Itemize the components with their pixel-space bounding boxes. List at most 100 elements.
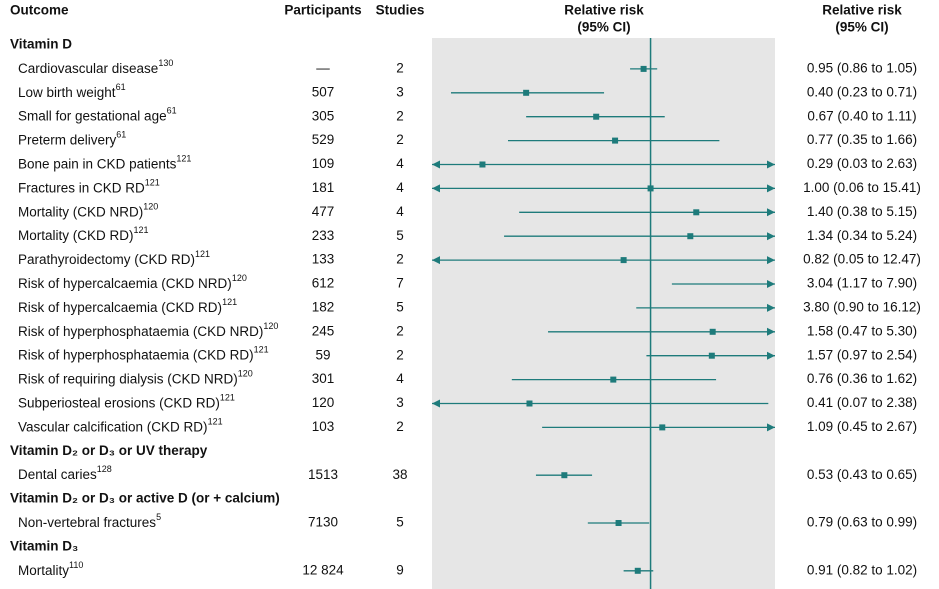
reference-number: 61 <box>116 130 126 140</box>
studies: 5 <box>396 228 404 243</box>
point-estimate <box>615 520 622 526</box>
participants: 612 <box>312 276 335 291</box>
arrow-right <box>767 232 775 241</box>
outcome-name: Risk of hyperphosphataemia (CKD NRD) <box>18 323 263 338</box>
ci-label: 1.34 (0.34 to 5.24) <box>807 228 917 243</box>
outcome-name: Mortality (CKD NRD) <box>18 204 143 219</box>
reference-number: 130 <box>158 58 173 68</box>
arrow-right <box>767 208 775 217</box>
point-estimate <box>523 89 530 96</box>
participants: 12 824 <box>302 562 344 577</box>
studies: 2 <box>396 323 404 338</box>
outcome-name: Preterm delivery <box>18 132 117 147</box>
studies: 2 <box>396 252 404 267</box>
studies: 2 <box>396 108 404 123</box>
reference-number: 121 <box>254 345 269 355</box>
outcome-label: Risk of hyperphosphataemia (CKD NRD)120 <box>18 321 278 338</box>
outcome-label: Fractures in CKD RD121 <box>18 178 160 195</box>
studies: 4 <box>396 204 404 219</box>
outcome-label: Mortality (CKD NRD)120 <box>18 202 158 219</box>
arrow-right <box>767 256 775 265</box>
studies: 2 <box>396 347 404 362</box>
reference-number: 120 <box>232 273 247 283</box>
arrow-right <box>767 184 775 193</box>
ci-label: 1.00 (0.06 to 15.41) <box>803 180 921 195</box>
participants: 301 <box>312 371 335 386</box>
reference-number: 120 <box>238 369 253 379</box>
arrow-right <box>767 280 775 288</box>
outcome-name: Non-vertebral fractures <box>18 515 156 530</box>
ci-header: (95% CI) <box>835 20 888 35</box>
studies: 7 <box>396 276 404 291</box>
outcome-name: Risk of hypercalcaemia (CKD NRD) <box>18 276 232 291</box>
group-title: Vitamin D <box>10 37 72 52</box>
point-estimate <box>659 424 666 431</box>
reference-number: 121 <box>222 297 237 307</box>
reference-number: 128 <box>97 465 112 475</box>
point-estimate <box>634 567 641 574</box>
ci-label: 1.58 (0.47 to 5.30) <box>807 323 917 338</box>
outcome-label: Non-vertebral fractures5 <box>18 512 161 529</box>
ci-label: 0.29 (0.03 to 2.63) <box>807 156 917 171</box>
outcome-name: Subperiosteal erosions (CKD RD) <box>18 395 220 410</box>
outcome-name: Cardiovascular disease <box>18 60 158 75</box>
reference-number: 61 <box>167 106 177 116</box>
participants: 305 <box>312 108 335 123</box>
outcome-label: Parathyroidectomy (CKD RD)121 <box>18 249 210 266</box>
outcome-name: Risk of hypercalcaemia (CKD RD) <box>18 299 222 314</box>
arrow-right <box>767 327 775 336</box>
outcome-name: Mortality (CKD RD) <box>18 228 134 243</box>
point-estimate <box>687 233 694 240</box>
ci-label: 3.80 (0.90 to 16.12) <box>803 299 921 314</box>
participants: 7130 <box>308 515 338 530</box>
participants: 181 <box>312 180 335 195</box>
studies: 4 <box>396 371 404 386</box>
column-header: Participants <box>284 3 361 18</box>
reference-number: 120 <box>263 321 278 331</box>
arrow-right <box>767 160 775 169</box>
group-title: Vitamin D₃ <box>10 538 78 553</box>
ci-label: 0.67 (0.40 to 1.11) <box>807 108 916 123</box>
point-estimate <box>693 209 700 216</box>
participants: 59 <box>315 347 330 362</box>
reference-number: 121 <box>176 154 191 164</box>
outcome-label: Risk of requiring dialysis (CKD NRD)120 <box>18 369 253 386</box>
participants: 477 <box>312 204 335 219</box>
group-title: Vitamin D₂ or D₃ or active D (or + calci… <box>10 491 280 506</box>
arrow-right <box>767 423 775 432</box>
outcome-label: Dental caries128 <box>18 465 112 482</box>
participants: 133 <box>312 252 335 267</box>
point-estimate <box>593 113 600 120</box>
arrow-left <box>432 256 440 265</box>
participants: 120 <box>312 395 335 410</box>
outcome-name: Risk of requiring dialysis (CKD NRD) <box>18 371 238 386</box>
point-estimate <box>709 328 716 335</box>
outcome-name: Risk of hyperphosphataemia (CKD RD) <box>18 347 254 362</box>
studies: 5 <box>396 515 404 530</box>
outcome-name: Mortality <box>18 562 69 577</box>
ci-label: 0.79 (0.63 to 0.99) <box>807 515 917 530</box>
reference-number: 120 <box>143 202 158 212</box>
reference-number: 110 <box>69 560 83 570</box>
plot-header: (95% CI) <box>577 20 630 35</box>
ci-label: 0.40 (0.23 to 0.71) <box>807 84 917 99</box>
ci-label: 0.76 (0.36 to 1.62) <box>807 371 917 386</box>
studies: 2 <box>396 132 404 147</box>
column-header: Studies <box>376 3 425 18</box>
outcome-name: Vascular calcification (CKD RD) <box>18 419 208 434</box>
reference-number: 61 <box>116 82 126 92</box>
arrow-right <box>767 303 775 312</box>
arrow-left <box>432 399 440 408</box>
point-estimate <box>612 137 619 144</box>
reference-number: 121 <box>145 178 160 188</box>
arrow-left <box>432 160 440 169</box>
ci-header: Relative risk <box>822 3 902 18</box>
point-estimate <box>526 400 533 407</box>
outcome-label: Mortality110 <box>18 560 83 577</box>
outcome-label: Vascular calcification (CKD RD)121 <box>18 417 223 434</box>
arrow-left <box>432 184 440 193</box>
studies: 4 <box>396 156 404 171</box>
outcome-name: Bone pain in CKD patients <box>18 156 177 171</box>
reference-number: 121 <box>208 417 223 427</box>
arrow-right <box>767 351 775 360</box>
